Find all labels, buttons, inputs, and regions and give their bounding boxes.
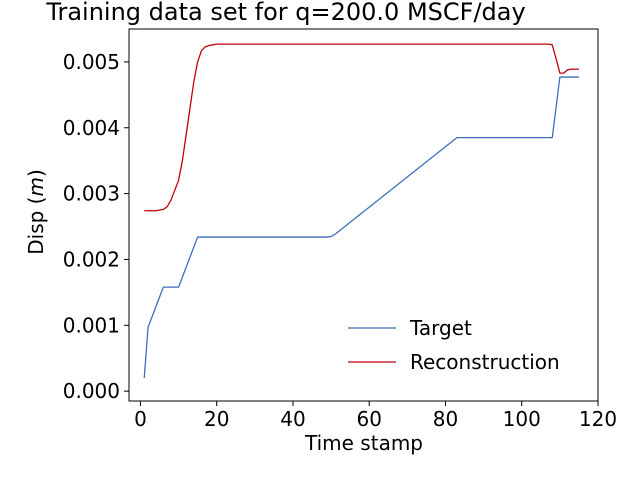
x-tick-label: 100 <box>503 407 541 431</box>
y-axis-label: Disp (m) <box>24 169 48 255</box>
y-axis: 0.000 0.001 0.002 0.003 0.004 0.005 <box>63 50 129 403</box>
plot-frame <box>128 28 599 402</box>
y-axis-label-prefix: Disp ( <box>24 197 48 255</box>
x-axis-label: Time stamp <box>304 431 423 455</box>
y-axis-label-suffix: ) <box>24 169 48 177</box>
x-tick-label: 0 <box>134 407 147 431</box>
series-line-target <box>143 76 579 379</box>
legend-label-reconstruction: Reconstruction <box>410 350 560 374</box>
y-tick-label: 0.000 <box>63 379 120 403</box>
y-tick-label: 0.005 <box>63 50 120 74</box>
legend: Target Reconstruction <box>348 316 560 374</box>
y-axis-label-unit: m <box>24 177 48 196</box>
x-tick-label: 40 <box>280 407 305 431</box>
x-tick-label: 60 <box>356 407 381 431</box>
y-tick-label: 0.004 <box>63 116 120 140</box>
chart-title: Training data set for q=200.0 MSCF/day <box>45 0 525 26</box>
y-tick-label: 0.001 <box>63 313 120 337</box>
y-tick-label: 0.003 <box>63 182 120 206</box>
y-tick-label: 0.002 <box>63 247 120 271</box>
series-line-reconstruction <box>144 43 579 212</box>
x-tick-label: 80 <box>433 407 458 431</box>
x-tick-label: 120 <box>579 407 617 431</box>
x-axis: 0 20 40 60 80 100 120 <box>134 401 617 431</box>
legend-label-target: Target <box>409 316 472 340</box>
plot-area <box>128 28 599 402</box>
x-tick-label: 20 <box>204 407 229 431</box>
